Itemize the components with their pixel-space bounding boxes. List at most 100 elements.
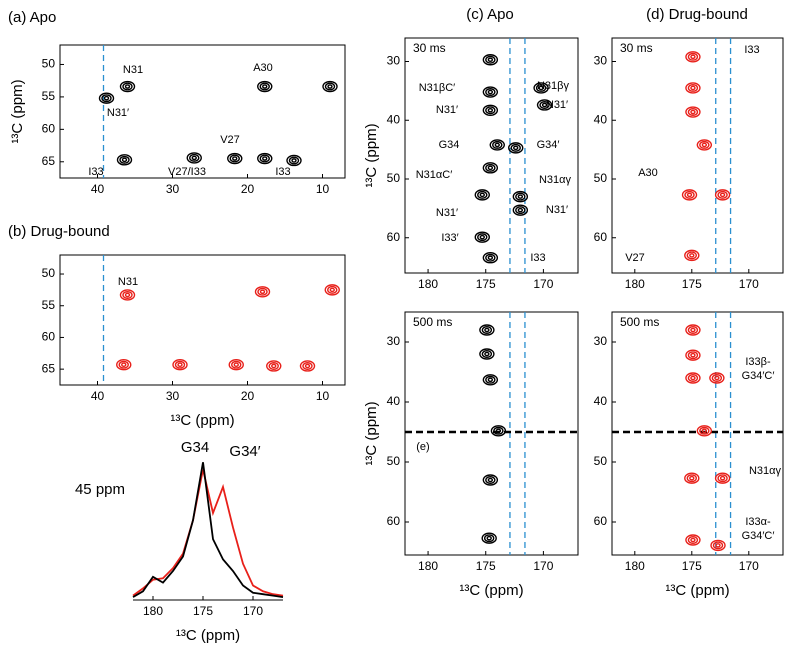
x-tick-label: 170 [533,277,553,291]
peak-contour [266,360,282,372]
peak-contour [686,192,693,198]
peak-contour [227,152,243,165]
x-tick-label: 10 [316,182,330,196]
peak-label: N31′ [546,204,568,216]
y-tick-label: 60 [42,330,56,344]
peak-contour [709,372,725,384]
peak-contour [685,324,701,336]
peak-contour [687,83,699,92]
peak-contour [536,99,553,111]
peak-contour [479,234,485,240]
peak-contour [98,92,115,104]
panel-label: 500 ms [620,315,659,329]
y-tick-label: 60 [42,122,56,136]
x-axis-label: ¹³C (ppm) [170,412,234,429]
peak-contour [685,51,701,63]
peak-label: N31′ [436,104,458,116]
peak-contour [685,106,701,118]
plot-frame [59,44,346,179]
peak-label: A30 [638,167,658,179]
peak-contour [712,541,724,550]
panel-label: 30 ms [413,41,446,55]
peak-contour [101,94,112,103]
y-tick-label: 55 [42,89,56,103]
peak-contour [259,154,270,163]
peak-contour [119,155,130,164]
peak-label: N31αγ [749,465,782,477]
peak-contour [717,474,728,483]
x-tick-label: 170 [739,277,759,291]
peak-contour [477,233,488,242]
peak-contour [699,140,710,149]
peak-contour [481,532,497,544]
spectrum-line [132,462,284,598]
peak-contour [512,190,529,203]
peak-contour [286,154,302,167]
panel-title: (d) Drug-bound [646,6,748,23]
peak-label: I33′ [441,232,458,244]
peak-label: G34′ [537,139,560,151]
peak-contour [481,350,493,359]
x-tick-label: 180 [625,277,645,291]
peak-contour [701,428,708,434]
peak-contour [233,362,239,368]
peak-contour [711,374,723,383]
peak-contour [714,375,720,381]
peak-contour [487,255,494,261]
peak-contour [483,534,495,543]
peak-contour [122,290,133,299]
peak-contour [489,139,505,151]
peak-contour [535,83,547,92]
plot-frame [404,37,579,274]
peak-contour [490,425,507,437]
x-tick-label: 20 [241,182,255,196]
peak-contour [689,475,695,481]
peak-contour [324,284,340,296]
y-tick-label: 40 [594,112,608,126]
peak-contour [687,326,699,335]
peak-label: A30 [253,62,273,74]
peak-contour [687,52,699,61]
peak-contour [288,156,300,165]
y-tick-label: 55 [42,298,56,312]
peak-contour [229,154,240,163]
peak-contour [699,426,710,435]
panel-label: 500 ms [413,315,452,329]
peak-contour [103,95,110,101]
x-tick-label: 175 [476,277,496,291]
peak-contour [262,156,268,161]
peak-contour [687,351,699,360]
plot-frame [59,254,346,386]
peak-contour [684,249,700,262]
peak-contour [322,80,338,93]
y-tick-label: 60 [594,514,608,528]
peak-label: I33α- [745,516,771,528]
peak-contour [487,477,494,483]
x-tick-label: 180 [143,604,163,618]
peak-contour [685,372,701,384]
peak-contour [479,192,485,198]
y-tick-label: 40 [594,394,608,408]
y-axis-label: ¹³C (ppm) [9,79,26,143]
peak-contour [186,152,202,164]
peak-contour [701,142,708,148]
peak-contour [684,190,695,199]
peak-contour [687,108,699,117]
peak-contour [257,80,273,93]
peak-contour [481,326,493,335]
y-tick-label: 30 [387,54,401,68]
peak-contour [124,84,131,89]
peak-contour [517,194,524,199]
peak-contour [533,82,549,94]
x-tick-label: 30 [166,389,180,403]
y-tick-label: 50 [387,454,401,468]
peak-contour [291,158,297,163]
x-tick-label: 40 [91,389,105,403]
y-tick-label: 60 [387,230,401,244]
peak-contour [479,324,495,336]
peak-contour [482,86,499,98]
peak-contour [482,162,499,174]
peak-contour [116,154,133,166]
y-tick-label: 50 [594,171,608,185]
